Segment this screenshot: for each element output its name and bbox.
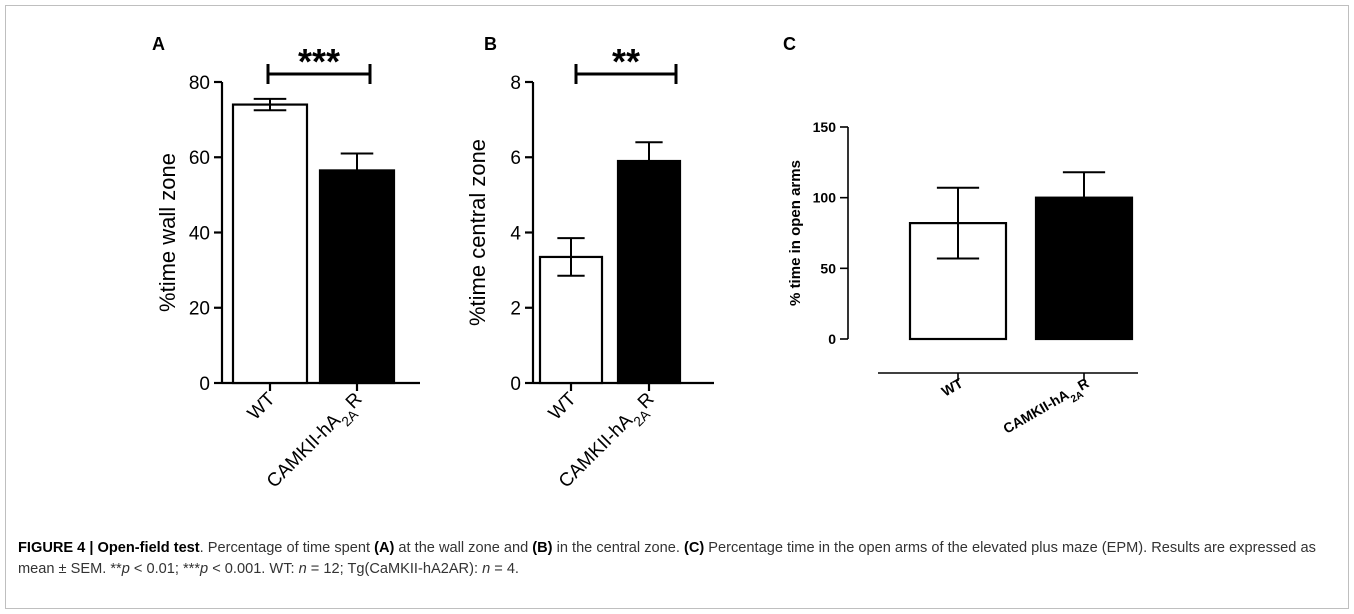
tick-label-part: R <box>342 389 367 414</box>
caption-text-1: . Percentage of time spent <box>199 540 375 556</box>
caption-ref-a: (A) <box>374 540 395 556</box>
tick-label-part: CAMKII-hA <box>1000 386 1071 436</box>
significance-label: ** <box>612 41 640 82</box>
caption-text-6: < 0.001. WT: <box>208 561 299 577</box>
caption-p-1: p <box>121 561 130 577</box>
caption-p-2: p <box>200 561 209 577</box>
tick-label-part: CAMKII-hA <box>555 410 637 492</box>
y-tick-label: 100 <box>813 190 837 206</box>
significance-label: *** <box>298 41 340 82</box>
x-tick-label: WT <box>939 375 966 400</box>
bar-camkii <box>1034 196 1134 341</box>
y-tick-label: 0 <box>510 374 521 395</box>
caption-text-5: < 0.01; *** <box>129 561 201 577</box>
caption-ref-c: (C) <box>683 540 705 556</box>
y-tick-label: 8 <box>510 73 521 94</box>
figure-caption: FIGURE 4 | Open-field test. Percentage o… <box>18 538 1338 580</box>
figure-frame <box>5 5 1349 609</box>
x-tick-label: CAMKII-hA2AR <box>1000 375 1094 442</box>
y-tick-label: 0 <box>828 331 836 347</box>
x-tick-label: CAMKII-hA2AR <box>263 389 370 496</box>
tick-label-part: R <box>634 389 659 414</box>
bar-wt <box>231 103 309 385</box>
panel-letter: A <box>152 34 165 54</box>
caption-ref-b: (B) <box>532 540 553 556</box>
y-tick-label: 4 <box>510 223 521 244</box>
y-axis-label: %time wall zone <box>155 153 180 312</box>
caption-n-1: n <box>298 561 307 577</box>
caption-label: FIGURE 4 | Open-field test <box>18 540 200 556</box>
bar-camkii <box>318 169 396 385</box>
caption-text-7: = 12; Tg(CaMKII-hA2AR): <box>306 561 483 577</box>
bar-wt <box>538 255 604 385</box>
y-tick-label: 150 <box>813 119 837 135</box>
y-axis-label: %time central zone <box>465 139 490 326</box>
y-tick-label: 40 <box>189 223 210 244</box>
x-tick-label: WT <box>545 388 581 424</box>
y-axis-label: % time in open arms <box>787 160 804 306</box>
y-tick-label: 60 <box>189 148 210 169</box>
y-tick-label: 20 <box>189 299 210 320</box>
panel-letter: C <box>783 34 796 54</box>
y-tick-label: 80 <box>189 73 210 94</box>
caption-text-4: Percentage time in the open arms of the … <box>18 540 1316 577</box>
caption-text-2: at the wall zone and <box>394 540 533 556</box>
chart-panel-c: C 0 50 100 150 % time in open arms WT CAMKII-hA… <box>783 34 1138 442</box>
panel-letter: B <box>484 34 497 54</box>
caption-text-8: = 4. <box>490 561 519 577</box>
y-tick-label: 2 <box>510 299 521 320</box>
tick-label-part: CAMKII-hA <box>263 410 345 492</box>
y-tick-label: 6 <box>510 148 521 169</box>
y-tick-label: 0 <box>199 374 210 395</box>
caption-text-3: in the central zone. <box>552 540 684 556</box>
x-tick-label: WT <box>244 388 280 424</box>
caption-n-2: n <box>482 561 491 577</box>
bar-camkii <box>616 159 682 385</box>
y-tick-label: 50 <box>820 260 836 276</box>
